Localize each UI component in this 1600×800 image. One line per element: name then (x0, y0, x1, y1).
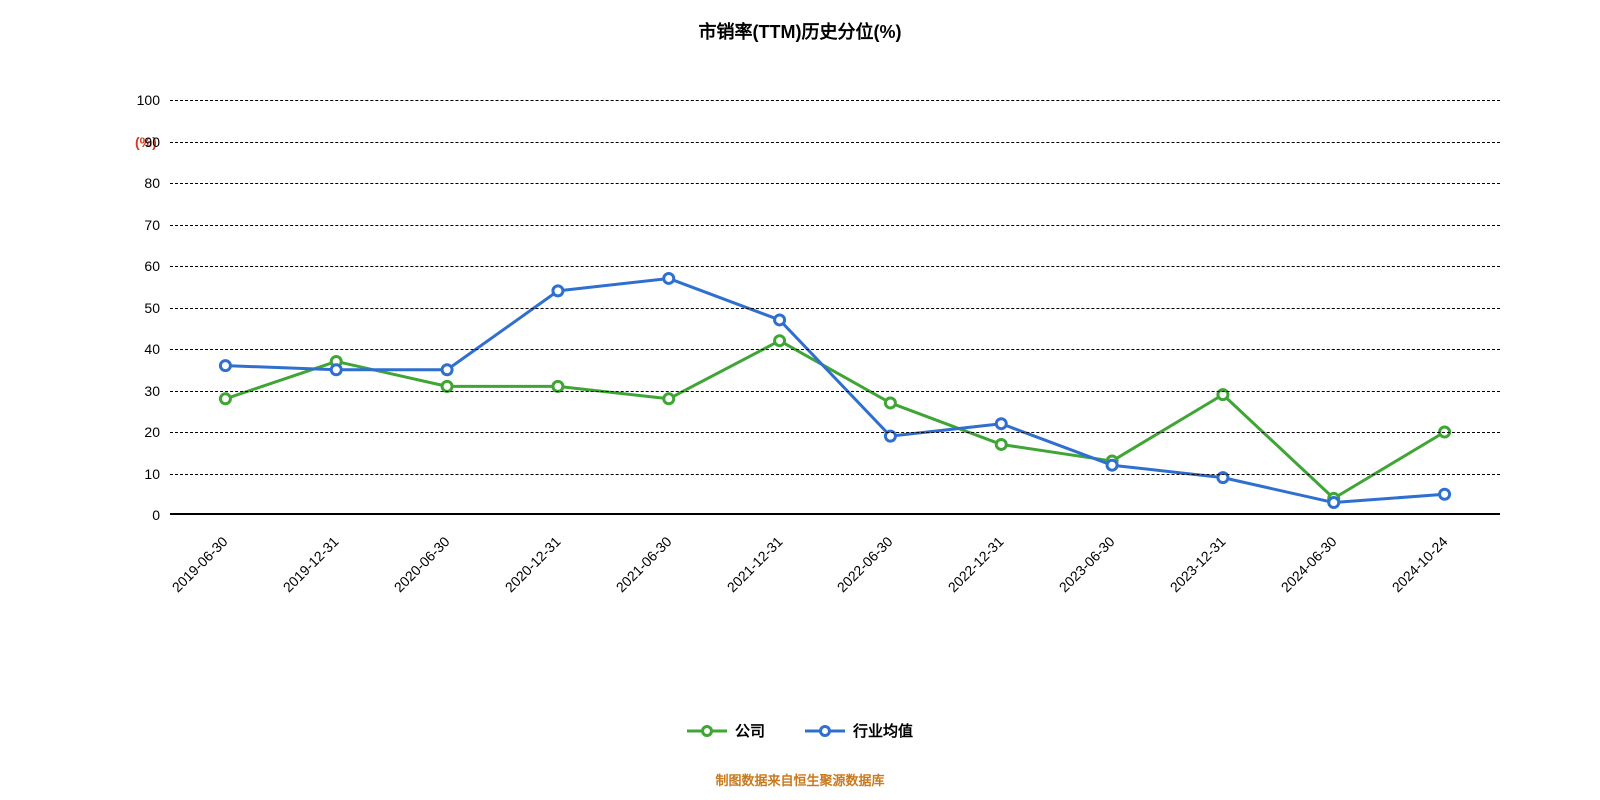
y-tick-label: 20 (120, 424, 160, 440)
chart-legend: 公司 行业均值 (0, 720, 1600, 741)
x-tick-label: 2024-06-30 (1257, 533, 1339, 615)
y-tick-label: 80 (120, 175, 160, 191)
legend-item: 公司 (687, 720, 765, 741)
x-tick-label: 2022-06-30 (814, 533, 896, 615)
y-tick-label: 40 (120, 341, 160, 357)
gridline (170, 432, 1500, 433)
y-tick-label: 50 (120, 300, 160, 316)
legend-swatch (687, 724, 727, 738)
series-marker (442, 365, 452, 375)
series-marker (664, 273, 674, 283)
gridline (170, 225, 1500, 226)
plot-area (170, 100, 1500, 515)
gridline (170, 100, 1500, 101)
series-marker (220, 394, 230, 404)
legend-item: 行业均值 (805, 720, 913, 741)
series-marker (664, 394, 674, 404)
series-marker (1107, 460, 1117, 470)
series-marker (885, 398, 895, 408)
y-tick-label: 0 (120, 507, 160, 523)
x-tick-label: 2020-06-30 (371, 533, 453, 615)
series-marker (996, 419, 1006, 429)
x-tick-label: 2023-12-31 (1147, 533, 1229, 615)
x-axis-line (170, 513, 1500, 515)
series-marker (1329, 498, 1339, 508)
series-marker (996, 439, 1006, 449)
x-tick-label: 2019-06-30 (149, 533, 231, 615)
y-tick-label: 10 (120, 466, 160, 482)
legend-label: 行业均值 (853, 720, 913, 741)
x-tick-label: 2019-12-31 (260, 533, 342, 615)
legend-label: 公司 (735, 720, 765, 741)
gridline (170, 183, 1500, 184)
gridline (170, 266, 1500, 267)
chart-container: 市销率(TTM)历史分位(%) (%) 公司行业均值 制图数据来自恒生聚源数据库… (0, 0, 1600, 800)
gridline (170, 308, 1500, 309)
source-note: 制图数据来自恒生聚源数据库 (0, 770, 1600, 789)
legend-swatch (805, 724, 845, 738)
series-marker (331, 365, 341, 375)
chart-title: 市销率(TTM)历史分位(%) (0, 18, 1600, 44)
x-tick-label: 2024-10-24 (1368, 533, 1450, 615)
series-marker (1440, 489, 1450, 499)
y-tick-label: 30 (120, 383, 160, 399)
gridline (170, 391, 1500, 392)
x-tick-label: 2021-12-31 (703, 533, 785, 615)
y-tick-label: 100 (120, 92, 160, 108)
series-marker (775, 315, 785, 325)
series-marker (553, 286, 563, 296)
gridline (170, 142, 1500, 143)
gridline (170, 474, 1500, 475)
x-tick-label: 2021-06-30 (592, 533, 674, 615)
x-tick-label: 2020-12-31 (482, 533, 564, 615)
series-line (225, 341, 1444, 499)
x-tick-label: 2023-06-30 (1036, 533, 1118, 615)
y-tick-label: 60 (120, 258, 160, 274)
x-tick-label: 2022-12-31 (925, 533, 1007, 615)
y-tick-label: 70 (120, 217, 160, 233)
gridline (170, 349, 1500, 350)
series-marker (220, 361, 230, 371)
series-marker (775, 336, 785, 346)
y-tick-label: 90 (120, 134, 160, 150)
